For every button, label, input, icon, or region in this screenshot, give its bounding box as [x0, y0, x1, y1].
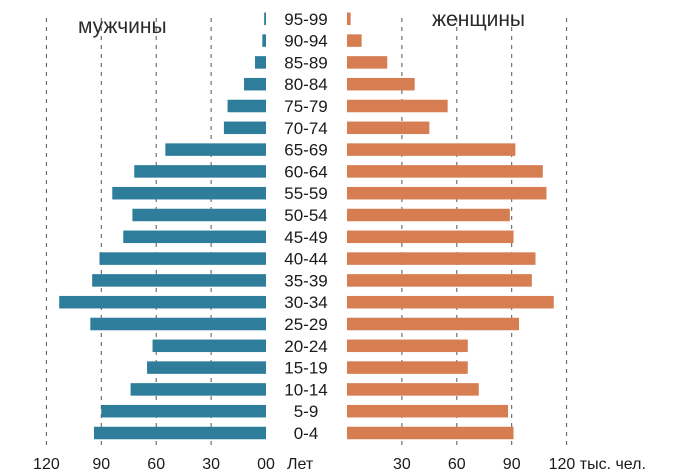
axis-tick-labels: 120 90 60 30 00 30 60 90 120 тыс. чел.	[33, 456, 646, 473]
male-bar-25-29	[90, 317, 266, 331]
male-bar-10-14	[130, 383, 266, 396]
age-label-80-84: 80-84	[284, 75, 327, 94]
age-label-55-59: 55-59	[284, 184, 327, 203]
female-bar-95-99	[347, 12, 351, 26]
female-bar-5-9	[347, 404, 509, 418]
female-bar-60-64	[347, 165, 543, 178]
female-bar-40-44	[347, 252, 536, 265]
age-label-95-99: 95-99	[284, 10, 327, 29]
female-bar-25-29	[347, 317, 520, 331]
female-bar-65-69	[347, 143, 516, 156]
male-bar-45-49	[123, 230, 266, 244]
age-group-labels: 0-4 5-9 10-14 15-19 20-24 25-29 30-34 35-39 40-4…	[284, 10, 327, 443]
female-bar-15-19	[347, 361, 468, 374]
female-bar-80-84	[347, 77, 415, 91]
female-bar-45-49	[347, 230, 514, 244]
age-label-30-34: 30-34	[284, 293, 327, 312]
age-label-5-9: 5-9	[294, 402, 319, 421]
male-tick-1: 90	[92, 456, 110, 473]
female-tick-2: 90	[503, 456, 521, 473]
age-label-35-39: 35-39	[284, 271, 327, 290]
age-label-50-54: 50-54	[284, 206, 327, 225]
male-bar-55-59	[112, 186, 266, 200]
female-tick-3: 120 тыс. чел.	[549, 456, 646, 473]
male-bars	[59, 12, 267, 440]
male-bar-35-39	[92, 274, 267, 287]
male-tick-0: 120	[33, 456, 60, 473]
male-tick-2: 60	[147, 456, 165, 473]
female-bars	[347, 12, 554, 440]
male-tick-4: 00	[257, 456, 275, 473]
age-label-85-89: 85-89	[284, 53, 327, 72]
age-label-65-69: 65-69	[284, 141, 327, 160]
male-bar-0-4	[93, 426, 266, 440]
age-label-15-19: 15-19	[284, 359, 327, 378]
male-bar-30-34	[59, 295, 267, 309]
male-bar-95-99	[264, 12, 266, 26]
age-label-0-4: 0-4	[294, 424, 319, 443]
age-label-40-44: 40-44	[284, 250, 327, 269]
male-bar-75-79	[227, 99, 266, 113]
age-label-20-24: 20-24	[284, 337, 327, 356]
age-label-60-64: 60-64	[284, 162, 327, 181]
age-label-25-29: 25-29	[284, 315, 327, 334]
female-bar-75-79	[347, 99, 448, 113]
age-label-70-74: 70-74	[284, 119, 327, 138]
age-label-75-79: 75-79	[284, 97, 327, 116]
female-bar-30-34	[347, 295, 554, 309]
male-title: мужчины	[78, 15, 167, 38]
male-bar-70-74	[223, 121, 266, 135]
female-bar-20-24	[347, 339, 468, 353]
male-bar-80-84	[244, 77, 266, 91]
center-header-years: Лет	[287, 456, 314, 473]
female-bar-0-4	[347, 426, 514, 440]
female-bar-55-59	[347, 186, 547, 200]
male-bar-5-9	[101, 404, 266, 418]
male-bar-85-89	[255, 56, 266, 69]
age-label-45-49: 45-49	[284, 228, 327, 247]
female-bar-50-54	[347, 208, 510, 222]
female-tick-0: 30	[393, 456, 411, 473]
age-label-10-14: 10-14	[284, 380, 327, 399]
female-bar-35-39	[347, 274, 532, 287]
age-label-90-94: 90-94	[284, 32, 327, 51]
female-bar-10-14	[347, 383, 479, 396]
male-bar-60-64	[134, 165, 266, 178]
male-bar-40-44	[99, 252, 266, 265]
male-bar-90-94	[262, 34, 266, 47]
female-bar-70-74	[347, 121, 430, 135]
male-bar-20-24	[152, 339, 266, 353]
female-bar-90-94	[347, 34, 362, 47]
female-tick-1: 60	[448, 456, 466, 473]
male-bar-65-69	[165, 143, 266, 156]
male-bar-50-54	[132, 208, 266, 222]
male-bar-15-19	[147, 361, 266, 374]
female-title: женщины	[432, 8, 525, 31]
female-bar-85-89	[347, 56, 388, 69]
male-tick-3: 30	[202, 456, 220, 473]
